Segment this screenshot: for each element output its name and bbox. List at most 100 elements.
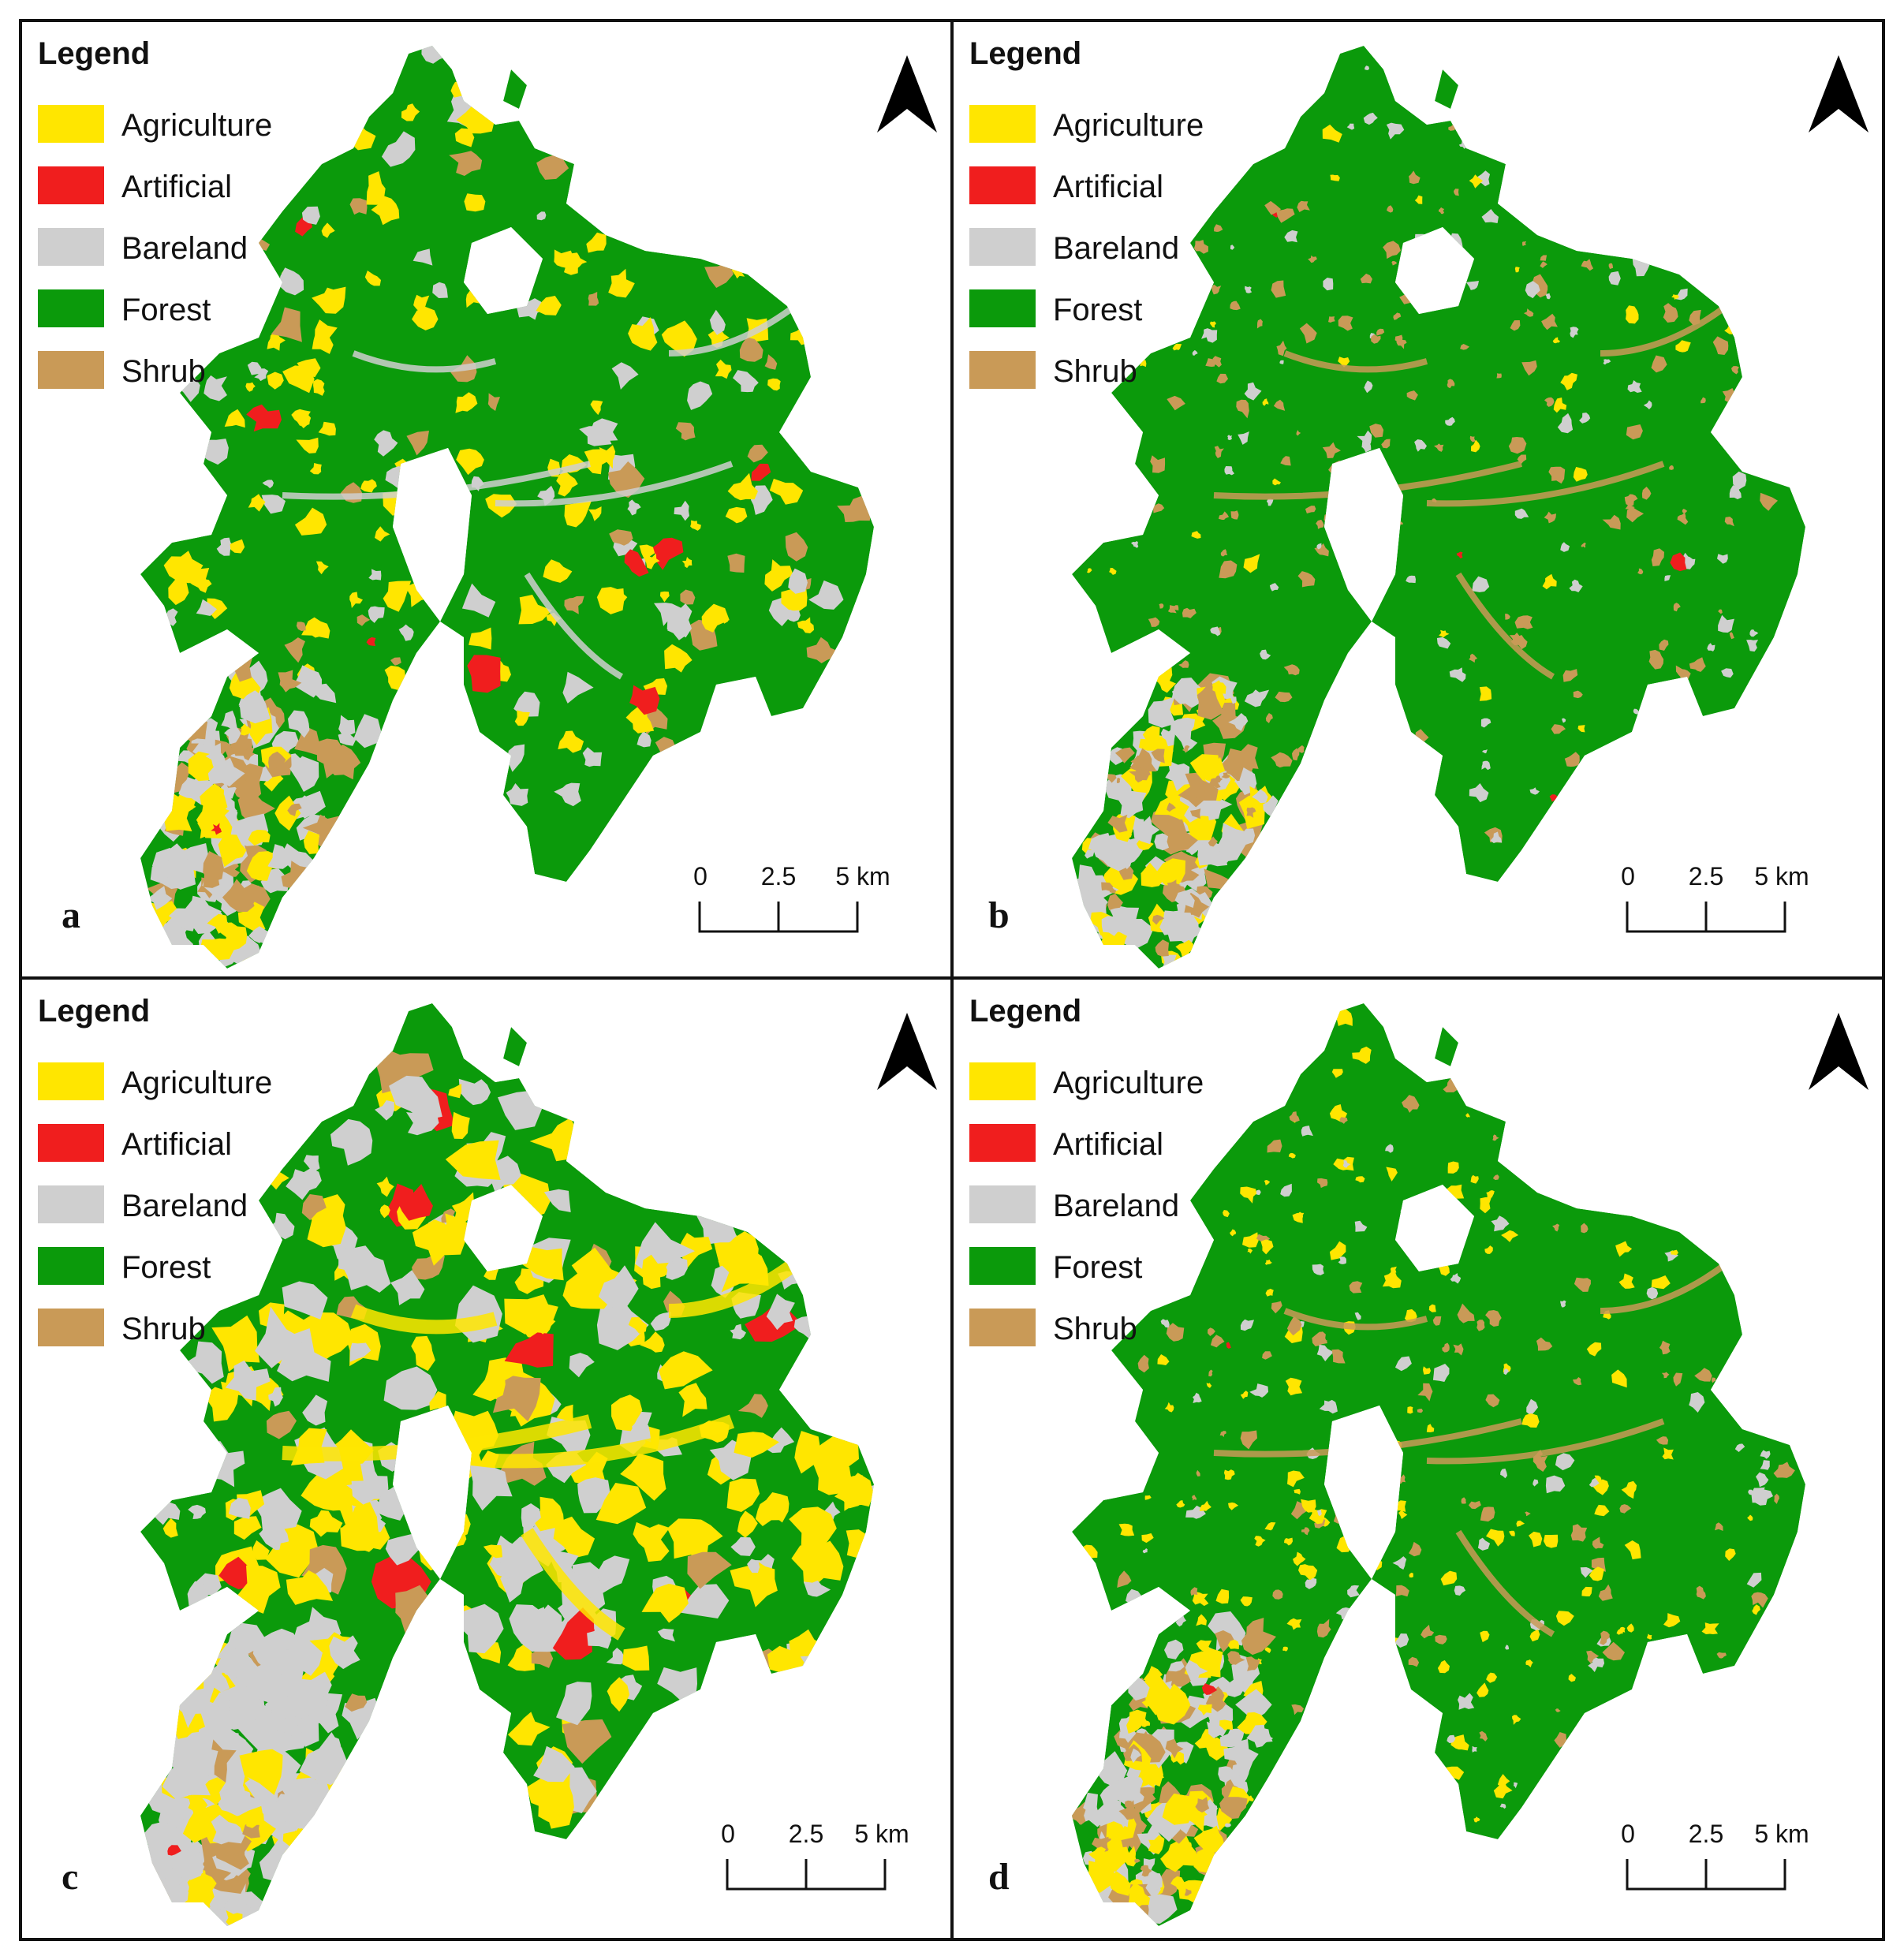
land-cover-patch	[1219, 1719, 1234, 1730]
land-cover-patch	[398, 624, 414, 641]
land-cover-patch	[1152, 1683, 1191, 1725]
scale-tick-label: 2.5	[1688, 1820, 1724, 1848]
land-cover-patch	[1675, 340, 1691, 353]
land-cover-patch	[427, 1513, 444, 1533]
land-cover-patch	[1580, 1567, 1593, 1578]
legend-label: Shrub	[121, 1312, 206, 1346]
land-cover-patch	[1264, 1522, 1276, 1531]
land-cover-patch	[1453, 1343, 1464, 1356]
land-cover-patch	[282, 1281, 328, 1320]
land-cover-patch	[1394, 334, 1403, 342]
land-cover-patch	[1560, 542, 1570, 552]
land-cover-patch	[1469, 174, 1483, 189]
land-cover-patch	[1399, 1474, 1406, 1484]
land-cover-patch	[1276, 340, 1287, 357]
land-cover-patch	[1280, 456, 1291, 466]
land-cover-patch	[1484, 1245, 1493, 1254]
land-cover-patch	[1316, 1344, 1334, 1361]
land-cover-patch	[469, 627, 492, 650]
land-cover-patch	[1505, 1645, 1510, 1650]
land-cover-patch	[375, 526, 390, 542]
land-cover-patch	[637, 731, 651, 748]
land-cover-patch	[1349, 1281, 1363, 1294]
land-cover-patch	[487, 393, 500, 411]
land-cover-patch	[1371, 1521, 1379, 1528]
land-cover-patch	[640, 1331, 665, 1353]
land-cover-patch	[294, 725, 319, 756]
map-panel-a: Legend Agriculture Artificial Bareland F…	[22, 22, 954, 980]
land-cover-patch	[248, 494, 266, 512]
land-cover-patch	[536, 296, 562, 315]
land-cover-patch	[469, 1465, 513, 1511]
land-cover-patch	[1485, 1310, 1502, 1327]
land-cover-patch	[1243, 554, 1260, 573]
land-cover-patch	[1182, 607, 1197, 618]
land-cover-patch	[536, 211, 547, 221]
land-cover-patch	[1212, 682, 1226, 694]
land-cover-patch	[402, 1439, 428, 1465]
land-cover-patch	[1468, 1500, 1481, 1510]
land-cover-patch	[1500, 1468, 1507, 1479]
land-cover-patch	[464, 193, 486, 212]
land-cover-patch	[384, 665, 406, 691]
land-cover-patch	[1361, 484, 1373, 494]
land-cover-patch	[1168, 1661, 1185, 1672]
land-cover-patch	[1376, 328, 1385, 336]
land-cover-patch	[184, 1341, 224, 1384]
land-cover-patch	[1119, 1846, 1137, 1867]
land-cover-patch	[1751, 1487, 1765, 1503]
land-cover-patch	[681, 557, 693, 569]
land-cover-patch	[1747, 1514, 1753, 1521]
land-cover-patch	[1211, 356, 1222, 368]
land-cover-patch	[1308, 255, 1317, 263]
land-cover-patch	[1114, 1775, 1147, 1807]
scale-tick-label: 5 km	[835, 862, 890, 890]
land-cover-patch	[804, 1433, 859, 1484]
land-cover-patch	[588, 292, 599, 306]
land-cover-patch	[301, 617, 330, 639]
land-cover-patch	[330, 1118, 373, 1166]
land-cover-patch	[196, 574, 212, 593]
land-cover-patch	[598, 445, 616, 469]
land-cover-patch	[797, 617, 814, 633]
valley-feature	[1426, 461, 1665, 507]
land-cover-patch	[1445, 416, 1455, 426]
land-cover-patch	[1176, 1500, 1185, 1508]
land-cover-patch	[533, 1745, 575, 1783]
land-cover-patch	[1402, 1095, 1420, 1113]
valley-feature	[1455, 572, 1555, 680]
land-cover-patch	[313, 379, 325, 396]
land-cover-patch	[1286, 1618, 1302, 1630]
land-cover-patch	[657, 1628, 675, 1642]
land-cover-patch	[1272, 1589, 1283, 1600]
land-cover-patch	[1663, 303, 1678, 323]
land-cover-patch	[1182, 745, 1190, 753]
land-cover-patch	[395, 1585, 432, 1634]
land-cover-patch	[1461, 1497, 1466, 1504]
land-cover-patch	[1591, 1557, 1606, 1572]
land-cover-patch	[603, 588, 625, 614]
land-cover-patch	[1716, 1652, 1727, 1659]
land-cover-patch	[1289, 1111, 1300, 1122]
land-cover-patch	[451, 1111, 470, 1139]
land-cover-patch	[1589, 1477, 1600, 1488]
land-cover-patch	[224, 409, 245, 428]
land-cover-patch	[1272, 478, 1281, 486]
land-cover-patch	[494, 1535, 521, 1567]
land-cover-patch	[390, 657, 401, 666]
land-cover-patch	[303, 831, 319, 854]
land-cover-patch	[1094, 1801, 1129, 1827]
land-cover-patch	[383, 1366, 438, 1410]
land-cover-patch	[1555, 1611, 1574, 1626]
land-cover-patch	[472, 1365, 506, 1402]
land-cover-patch	[1406, 575, 1416, 584]
land-cover-patch	[241, 746, 256, 761]
land-cover-patch	[1365, 65, 1370, 70]
land-cover-patch	[650, 1312, 671, 1331]
land-cover-patch	[1509, 1530, 1515, 1536]
land-cover-patch	[1382, 1269, 1402, 1289]
land-cover-patch	[767, 378, 781, 391]
land-cover-patch	[221, 710, 237, 730]
land-cover-patch	[445, 1140, 501, 1180]
land-cover-patch	[267, 371, 284, 390]
